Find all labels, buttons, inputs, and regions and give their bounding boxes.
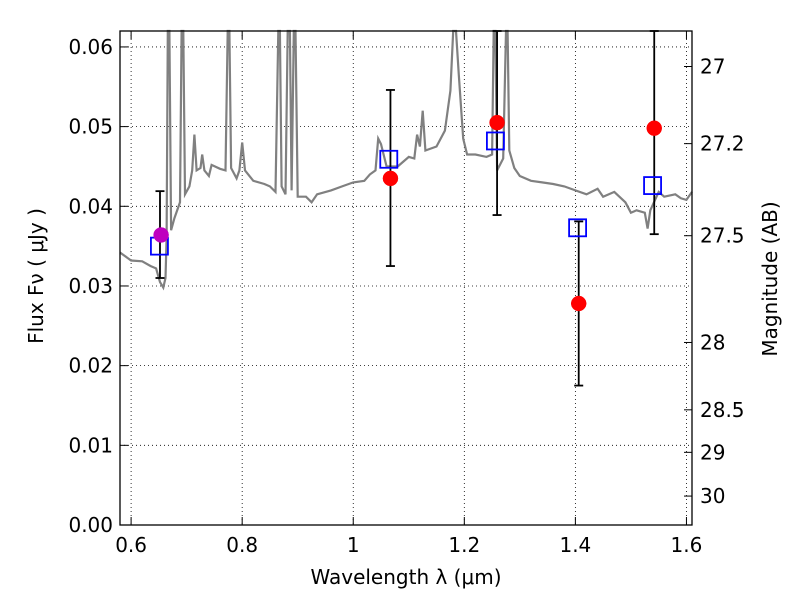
y-tick-label: 0.06 (68, 35, 113, 59)
ticks-layer: 0.6 0.8 1 1.2 1.4 1.6 0.00 0.01 0.02 0.03 0.04 0.05… (68, 31, 745, 557)
plot-frame (119, 30, 693, 526)
y-tick-label: 0.05 (68, 115, 113, 139)
magnitude-tick-label: 28 (700, 330, 725, 354)
magnitude-tick-label: 28.5 (700, 398, 745, 422)
x-tick-label: 1.6 (671, 533, 703, 557)
y-tick-label: 0.02 (68, 354, 113, 378)
x-tick-label: 1 (347, 533, 360, 557)
x-axis-title: Wavelength λ (μm) (310, 565, 501, 589)
observed-flux-point (489, 114, 505, 131)
x-tick-label: 1.4 (559, 533, 591, 557)
x-tick-label: 0.6 (115, 533, 147, 557)
y-tick-label: 0.01 (68, 433, 113, 457)
magnitude-tick-label: 27.2 (700, 132, 745, 156)
model-flux-square (486, 131, 505, 151)
model-spectrum-line (119, 29, 693, 291)
y-axis-title: Flux Fν ( μJy ) (24, 208, 48, 344)
observed-flux-point (570, 295, 587, 312)
observed-flux-point (153, 227, 169, 243)
observed-flux-point (382, 170, 399, 187)
model-flux-square (643, 176, 662, 195)
magnitude-tick-label: 30 (700, 484, 725, 508)
series-layer (119, 29, 693, 291)
y-tick-label: 0.04 (68, 194, 113, 218)
model-flux-square (568, 218, 587, 238)
observed-flux-point (646, 120, 662, 136)
magnitude-tick-label: 27.5 (700, 224, 745, 248)
model-flux-square (379, 149, 399, 169)
magnitude-tick-label: 27 (700, 55, 725, 79)
grid (120, 31, 692, 526)
y-tick-label: 0.00 (68, 513, 113, 537)
right-axis-title: Magnitude (AB) (758, 201, 782, 356)
x-tick-label: 0.8 (226, 533, 258, 557)
y-tick-label: 0.03 (68, 274, 113, 298)
x-tick-label: 1.2 (448, 533, 480, 557)
magnitude-tick-label: 29 (700, 440, 725, 464)
